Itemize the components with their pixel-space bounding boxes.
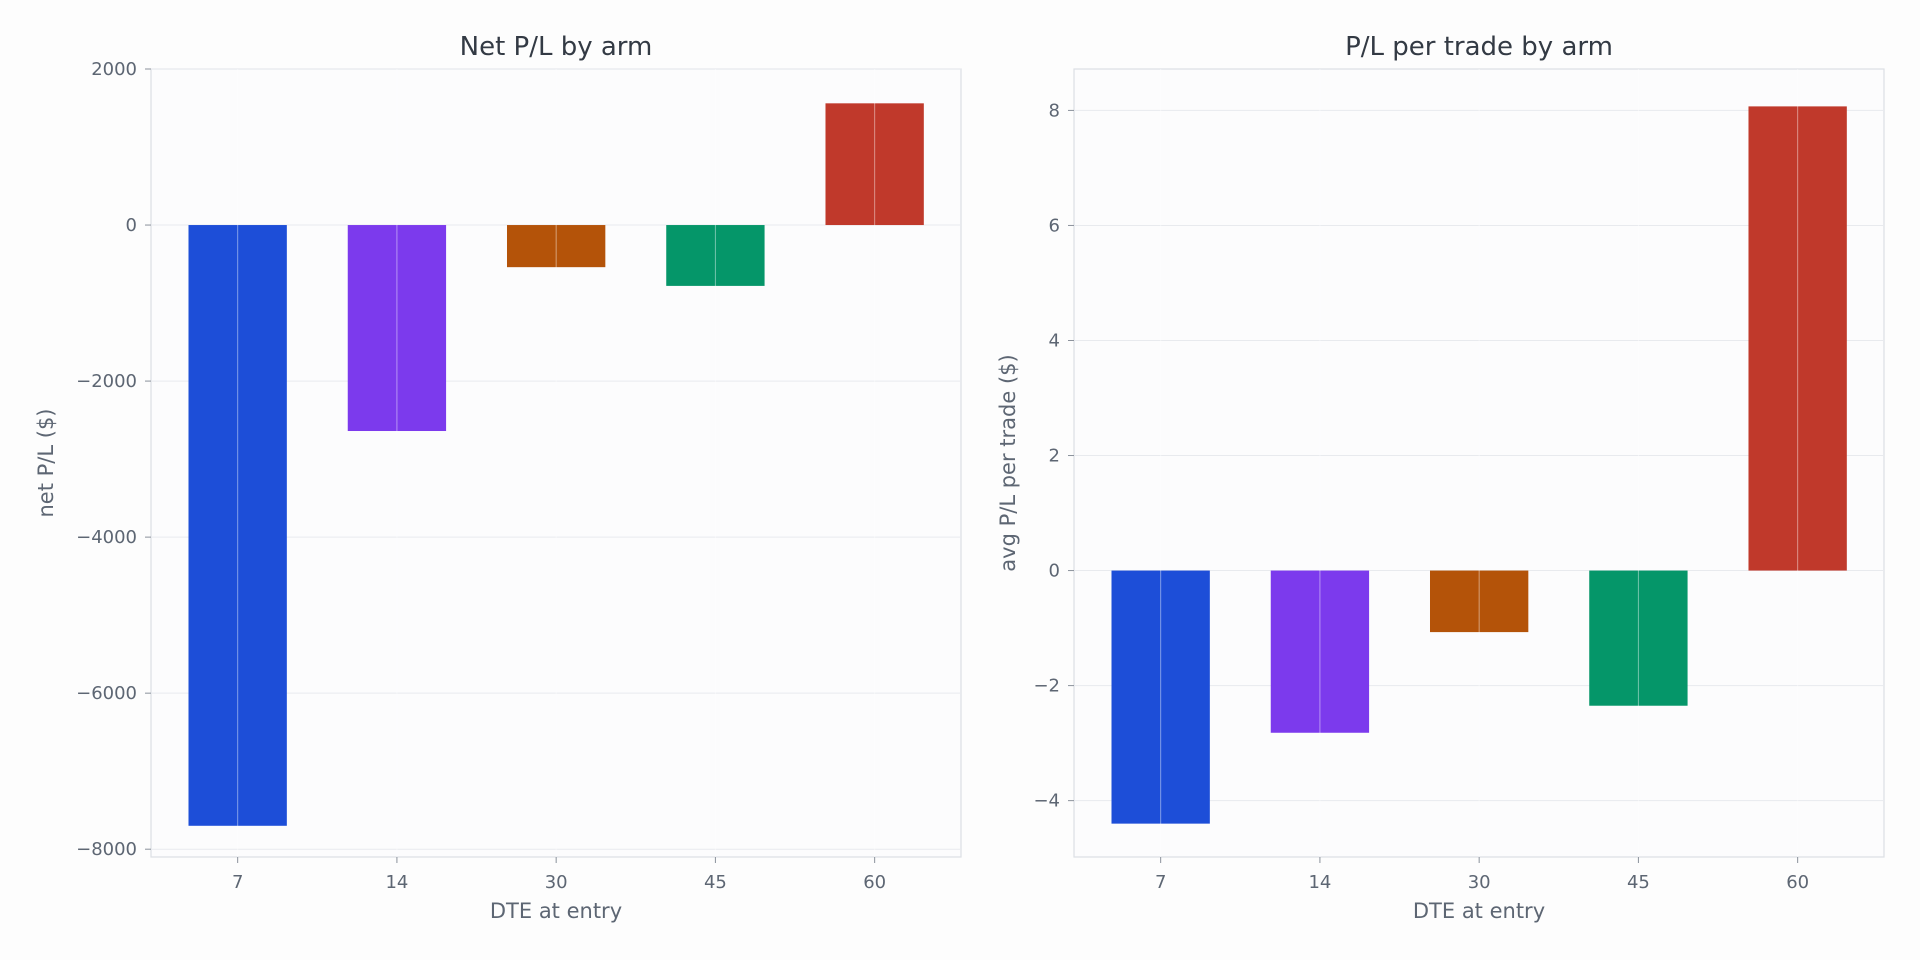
x-tick-label: 30	[545, 872, 568, 893]
bar-dte-60	[825, 103, 924, 226]
bar-dte-45	[1589, 570, 1688, 706]
x-tick-label: 7	[232, 872, 243, 893]
y-tick-label: −8000	[76, 839, 137, 860]
tick-labels-pl-per-trade: 8 6 4 2 0 −2 −4 7 14 30 45 60	[1033, 100, 1809, 893]
y-tick-label: 4	[1049, 330, 1060, 351]
y-tick-label: 8	[1049, 100, 1060, 121]
bar-dte-30	[1429, 570, 1529, 633]
y-tick-label: −6000	[76, 683, 137, 704]
chart-title-net-pl: Net P/L by arm	[460, 32, 653, 62]
vertical-grid-pl-per-trade	[1160, 69, 1799, 857]
bar-dte-30	[506, 225, 606, 268]
chart-title-pl-per-trade: P/L per trade by arm	[1345, 32, 1613, 62]
x-tick-label: 30	[1468, 872, 1491, 893]
x-tick-label: 45	[1627, 872, 1650, 893]
chart-panel-net-pl: 2000 0 −2000 −4000 −6000 −8000 7 14 30 45 60 Net P…	[34, 32, 962, 923]
vertical-grid-net-pl	[237, 69, 876, 857]
x-axis-label-net-pl: DTE at entry	[490, 899, 622, 923]
y-tick-label: −2	[1033, 676, 1060, 697]
x-tick-label: 14	[385, 872, 408, 893]
x-tick-label: 7	[1155, 872, 1166, 893]
y-axis-label-pl-per-trade: avg P/L per trade ($)	[996, 354, 1020, 571]
y-tick-label: −4	[1033, 791, 1060, 812]
bar-dte-60	[1748, 106, 1847, 571]
y-tick-label: 6	[1049, 215, 1060, 236]
bar-dte-45	[666, 225, 765, 286]
y-tick-label: −2000	[76, 371, 137, 392]
x-tick-label: 60	[1786, 872, 1809, 893]
bar-dte-7	[1111, 570, 1210, 824]
bar-dte-14	[347, 225, 447, 432]
x-tick-label: 14	[1308, 872, 1331, 893]
bars-net-pl	[188, 103, 924, 826]
x-tick-label: 45	[704, 872, 727, 893]
y-tick-label: 2000	[91, 59, 137, 80]
tick-labels-net-pl: 2000 0 −2000 −4000 −6000 −8000 7 14 30 45 60	[76, 59, 886, 893]
y-tick-label: 0	[126, 215, 137, 236]
y-tick-label: −4000	[76, 527, 137, 548]
y-tick-label: 0	[1049, 561, 1060, 582]
x-axis-label-pl-per-trade: DTE at entry	[1413, 899, 1545, 923]
bar-dte-7	[188, 225, 287, 826]
x-tick-label: 60	[863, 872, 886, 893]
bars-pl-per-trade	[1111, 106, 1847, 824]
y-axis-label-net-pl: net P/L ($)	[34, 409, 58, 518]
y-tick-label: 2	[1049, 446, 1060, 467]
bar-dte-14	[1270, 570, 1370, 733]
